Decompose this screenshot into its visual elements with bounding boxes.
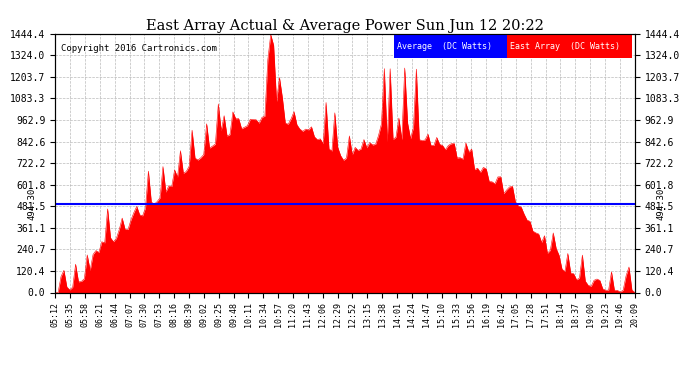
Text: 494.30: 494.30 — [656, 188, 665, 220]
Bar — [507, 35, 632, 58]
Title: East Array Actual & Average Power Sun Jun 12 20:22: East Array Actual & Average Power Sun Ju… — [146, 19, 544, 33]
Text: Copyright 2016 Cartronics.com: Copyright 2016 Cartronics.com — [61, 44, 217, 53]
Bar — [394, 35, 507, 58]
Text: 494.30: 494.30 — [28, 188, 37, 220]
Text: East Array  (DC Watts): East Array (DC Watts) — [510, 42, 620, 51]
Text: Average  (DC Watts): Average (DC Watts) — [397, 42, 492, 51]
